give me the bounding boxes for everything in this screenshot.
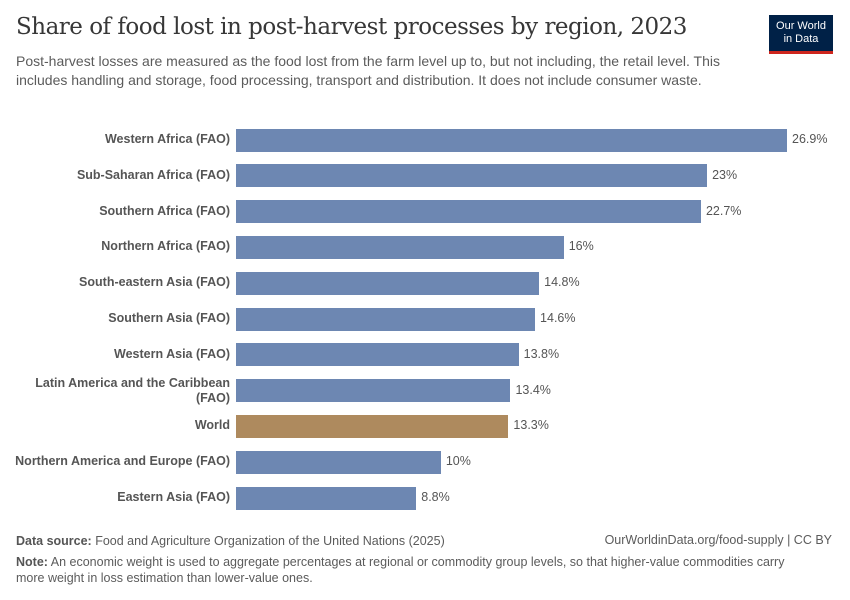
value-label: 14.8% <box>544 275 580 290</box>
note: Note: An economic weight is used to aggr… <box>16 555 785 585</box>
bar[interactable] <box>236 343 519 367</box>
category-label: World <box>194 418 230 433</box>
value-label: 13.4% <box>515 382 551 397</box>
chart-title: Share of food lost in post-harvest proce… <box>16 14 687 40</box>
value-label: 8.8% <box>421 490 450 504</box>
value-label: 16% <box>568 239 594 254</box>
value-label: 13.3% <box>513 418 549 433</box>
category-label: Southern Asia (FAO) <box>108 311 230 325</box>
data-source: Data source: Food and Agriculture Organi… <box>16 534 445 548</box>
bar[interactable] <box>236 164 708 188</box>
value-label: 10% <box>445 454 471 469</box>
bar[interactable] <box>236 414 509 438</box>
bar[interactable] <box>236 271 540 295</box>
value-label: 14.6% <box>540 311 576 325</box>
chart-subtitle: Post-harvest losses are measured as the … <box>16 53 720 88</box>
category-label: Latin America and the Caribbean (FAO) <box>35 375 230 405</box>
bar[interactable] <box>236 200 701 224</box>
bar[interactable] <box>236 486 417 510</box>
category-label: Western Asia (FAO) <box>114 346 230 361</box>
category-label: Northern Africa (FAO) <box>101 239 230 254</box>
bar[interactable] <box>236 128 787 152</box>
owid-logo[interactable]: Our World in Data <box>769 15 833 54</box>
category-label: Sub-Saharan Africa (FAO) <box>76 167 230 182</box>
category-label: Eastern Asia (FAO) <box>117 490 230 504</box>
value-label: 13.8% <box>523 346 560 361</box>
source-url[interactable]: OurWorldinData.org/food-supply | CC BY <box>604 533 832 547</box>
bar[interactable] <box>236 235 564 259</box>
category-label: Western Africa (FAO) <box>104 132 230 146</box>
category-label: South-eastern Asia (FAO) <box>79 275 230 290</box>
category-label: Southern Africa (FAO) <box>99 203 230 218</box>
bar[interactable] <box>236 307 536 331</box>
category-label: Northern America and Europe (FAO) <box>15 454 230 469</box>
bar[interactable] <box>236 379 511 403</box>
value-label: 22.7% <box>705 203 742 218</box>
value-label: 23% <box>712 167 738 182</box>
value-label: 26.9% <box>792 132 828 146</box>
bar[interactable] <box>236 450 441 474</box>
